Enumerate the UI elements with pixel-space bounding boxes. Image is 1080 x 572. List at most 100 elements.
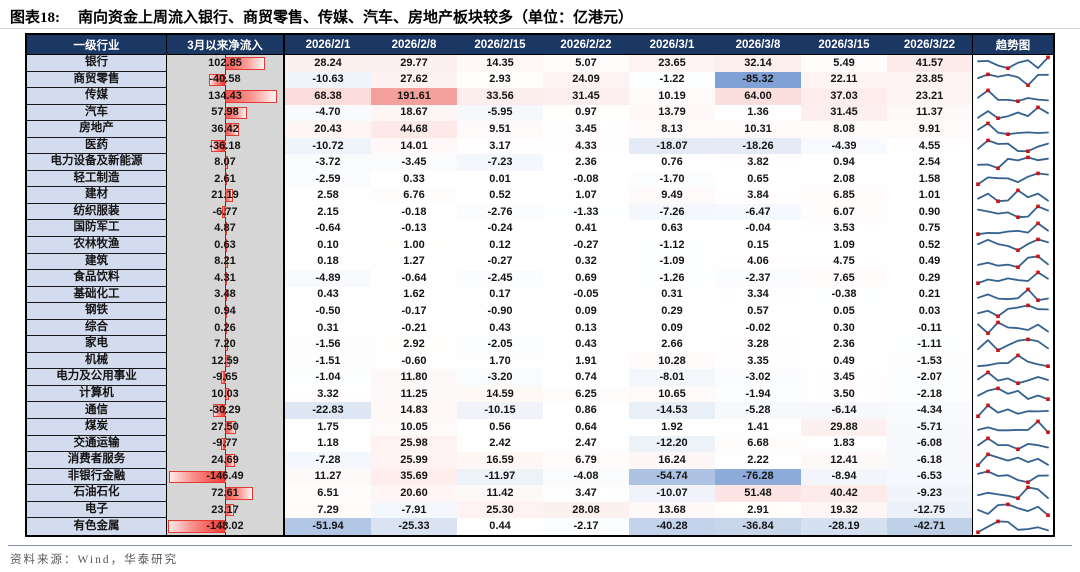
sparkline-icon	[976, 519, 1049, 534]
bar-axis-line	[225, 402, 226, 420]
weekly-value-cell: -1.51	[285, 352, 371, 370]
trend-cell	[973, 270, 1053, 287]
weekly-value-cell: 31.45	[543, 88, 629, 105]
netflow-bar-cell: 2.61	[167, 170, 285, 188]
sparkline-icon	[977, 502, 1050, 518]
weekly-value-cell: -40.28	[629, 518, 715, 535]
netflow-value: 24.69	[211, 453, 239, 466]
weekly-value-cell: 0.05	[801, 303, 887, 320]
weekly-value-cell: 3.53	[801, 220, 887, 238]
bar-axis-line	[225, 485, 226, 502]
weekly-value-cell: -5.71	[887, 419, 973, 436]
weekly-value-cell: -0.05	[543, 286, 629, 304]
weekly-value-cell: 0.29	[629, 303, 715, 320]
bar-axis-line	[225, 88, 226, 105]
weekly-value-cell: -18.26	[715, 137, 801, 155]
sparkline-icon	[977, 337, 1049, 352]
weekly-value-cell: -3.02	[715, 369, 801, 386]
weekly-value-cell: -2.05	[457, 336, 543, 353]
netflow-bar-cell: 57.98	[167, 104, 285, 122]
weekly-value-cell: -2.07	[887, 369, 973, 386]
weekly-value-cell: 11.80	[371, 369, 457, 386]
weekly-value-cell: -10.07	[629, 485, 715, 502]
table-row: 消费者服务 24.69 -7.28 25.99 16.59 6.79 16.24 2.22 12…	[27, 452, 1053, 469]
netflow-value: 10.03	[211, 387, 239, 400]
trend-cell	[973, 485, 1053, 502]
netflow-value: 4.87	[214, 222, 236, 235]
industry-label: 房地产	[27, 121, 167, 138]
weekly-value-cell: -12.75	[887, 501, 973, 519]
industry-label: 消费者服务	[27, 452, 167, 469]
weekly-value-cell: 2.66	[629, 336, 715, 353]
weekly-value-cell: -0.17	[371, 303, 457, 320]
table-row: 建材 21.19 2.58 6.76 0.52 1.07 9.49 3.84 6.85 1.01	[27, 187, 1053, 204]
weekly-value-cell: -1.09	[629, 253, 715, 271]
netflow-value: -9.77	[212, 437, 238, 450]
trend-cell	[973, 237, 1053, 254]
industry-label: 电力设备及新能源	[27, 154, 167, 171]
table-row: 纺织服装 -6.77 2.15 -0.18 -2.76 -1.33 -7.26 -6.47 6.…	[27, 203, 1053, 221]
table-row: 国防军工 4.87 -0.64 -0.13 -0.24 0.41 0.63 -0.04 3.53…	[27, 220, 1053, 238]
netflow-value: 0.94	[214, 304, 236, 317]
weekly-value-cell: 3.45	[543, 121, 629, 138]
weekly-value-cell: -4.08	[543, 468, 629, 486]
weekly-value-cell: 0.57	[715, 303, 801, 320]
trend-cell	[973, 253, 1053, 271]
weekly-value-cell: 3.32	[285, 385, 371, 403]
netflow-bar-cell: 27.50	[167, 419, 285, 436]
weekly-value-cell: 9.51	[457, 121, 543, 138]
weekly-value-cell: 0.30	[801, 319, 887, 337]
weekly-value-cell: 0.49	[801, 352, 887, 370]
weekly-value-cell: 64.00	[715, 88, 801, 105]
industry-label: 农林牧渔	[27, 237, 167, 254]
weekly-value-cell: -4.39	[801, 137, 887, 155]
netflow-value: 8.07	[214, 156, 236, 169]
weekly-value-cell: 0.52	[887, 237, 973, 254]
figure-title: 图表18: 南向资金上周流入银行、商贸零售、传媒、汽车、房地产板块较多（单位：亿港…	[10, 6, 633, 27]
bar-axis-line	[225, 319, 226, 337]
weekly-value-cell: 0.49	[887, 253, 973, 271]
sparkline-icon	[977, 105, 1049, 120]
trend-cell	[973, 187, 1053, 204]
trend-cell	[973, 385, 1053, 403]
bar-axis-line	[225, 270, 226, 287]
weekly-value-cell: 4.06	[715, 253, 801, 271]
netflow-value: 0.26	[214, 321, 236, 334]
weekly-value-cell: -2.17	[543, 518, 629, 535]
weekly-value-cell: 28.24	[285, 55, 371, 72]
netflow-bar-cell: 24.69	[167, 452, 285, 469]
netflow-value: 0.63	[214, 238, 236, 251]
weekly-value-cell: 0.03	[887, 303, 973, 320]
weekly-value-cell: 6.25	[543, 385, 629, 403]
weekly-value-cell: 3.47	[543, 485, 629, 502]
industry-label: 石油石化	[27, 485, 167, 502]
weekly-value-cell: -5.28	[715, 402, 801, 420]
weekly-value-cell: -10.72	[285, 137, 371, 155]
weekly-value-cell: 23.65	[629, 55, 715, 72]
weekly-value-cell: 1.58	[887, 170, 973, 188]
weekly-value-cell: 8.13	[629, 121, 715, 138]
bar-axis-line	[225, 220, 226, 238]
weekly-value-cell: 1.09	[801, 237, 887, 254]
data-bar-icon	[221, 437, 225, 451]
weekly-value-cell: 29.77	[371, 55, 457, 72]
netflow-bar-cell: 23.17	[167, 501, 285, 519]
weekly-value-cell: 11.25	[371, 385, 457, 403]
industry-label: 建材	[27, 187, 167, 204]
weekly-value-cell: 23.21	[887, 88, 973, 105]
weekly-value-cell: 0.13	[543, 319, 629, 337]
weekly-value-cell: 51.48	[715, 485, 801, 502]
netflow-bar-cell: 36.42	[167, 121, 285, 138]
weekly-value-cell: 44.68	[371, 121, 457, 138]
weekly-value-cell: 1.62	[371, 286, 457, 304]
weekly-value-cell: 9.49	[629, 187, 715, 204]
weekly-value-cell: -42.71	[887, 518, 973, 535]
sparkline-icon	[976, 403, 1049, 418]
weekly-value-cell: 31.45	[801, 104, 887, 122]
netflow-bar-cell: -9.77	[167, 435, 285, 453]
weekly-value-cell: -25.33	[371, 518, 457, 535]
weekly-value-cell: 0.52	[457, 187, 543, 204]
bar-axis-line	[225, 137, 226, 155]
weekly-value-cell: -0.64	[285, 220, 371, 238]
netflow-value: 21.19	[211, 189, 239, 202]
